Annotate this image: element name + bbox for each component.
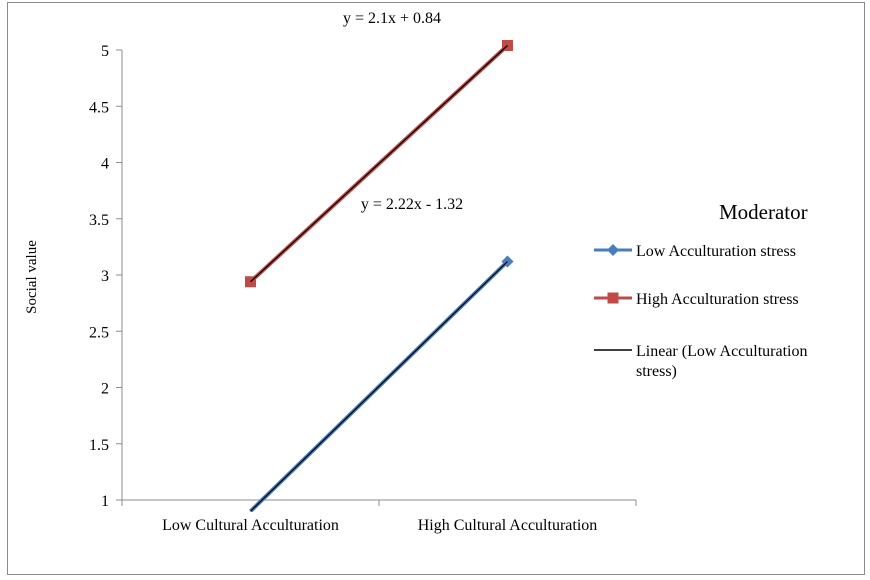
trendline-1: [250, 261, 508, 512]
legend-label: Low Acculturation stress: [636, 243, 796, 260]
chart-frame: [7, 2, 865, 575]
trendline-equation: y = 2.1x + 0.84: [343, 10, 441, 27]
series-layer: [245, 40, 514, 512]
legend-entry: High Acculturation stress: [594, 291, 799, 308]
series-point-diamond: [607, 244, 619, 256]
y-tick-label: 3.5: [89, 212, 109, 229]
legend-label: High Acculturation stress: [636, 291, 799, 308]
legend-title: Moderator: [719, 200, 808, 224]
x-tick-label: Low Cultural Acculturation: [162, 517, 339, 534]
trendline-equation: y = 2.22x - 1.32: [361, 196, 463, 213]
legend: Moderator Low Acculturation stress High A…: [594, 200, 808, 380]
y-tick-label: 4: [101, 156, 109, 173]
y-tick-label: 2: [101, 381, 109, 398]
y-tick-label: 1: [101, 493, 109, 510]
y-tick-label: 3: [101, 268, 109, 285]
trendline-0: [250, 45, 508, 283]
series-point-square: [607, 292, 619, 304]
y-tick-label: 4.5: [89, 99, 109, 116]
chart-axes: [121, 50, 636, 501]
legend-entry: Linear (Low Acculturation stress): [594, 343, 808, 380]
trendline-layer: [250, 45, 508, 512]
y-tick-label: 2.5: [89, 324, 109, 341]
x-tick-label: High Cultural Acculturation: [418, 517, 598, 534]
legend-label: Linear (Low Acculturation stress): [636, 343, 808, 380]
legend-entry: Low Acculturation stress: [594, 243, 796, 260]
x-axis-ticks: Low Cultural Acculturation High Cultural …: [121, 500, 637, 534]
y-tick-label: 5: [101, 43, 109, 60]
y-axis-title: Social value: [24, 240, 40, 314]
y-tick-label: 1.5: [89, 437, 109, 454]
y-axis-ticks: 1 1.5 2 2.5 3 3.5 4 4.5 5: [89, 43, 122, 510]
